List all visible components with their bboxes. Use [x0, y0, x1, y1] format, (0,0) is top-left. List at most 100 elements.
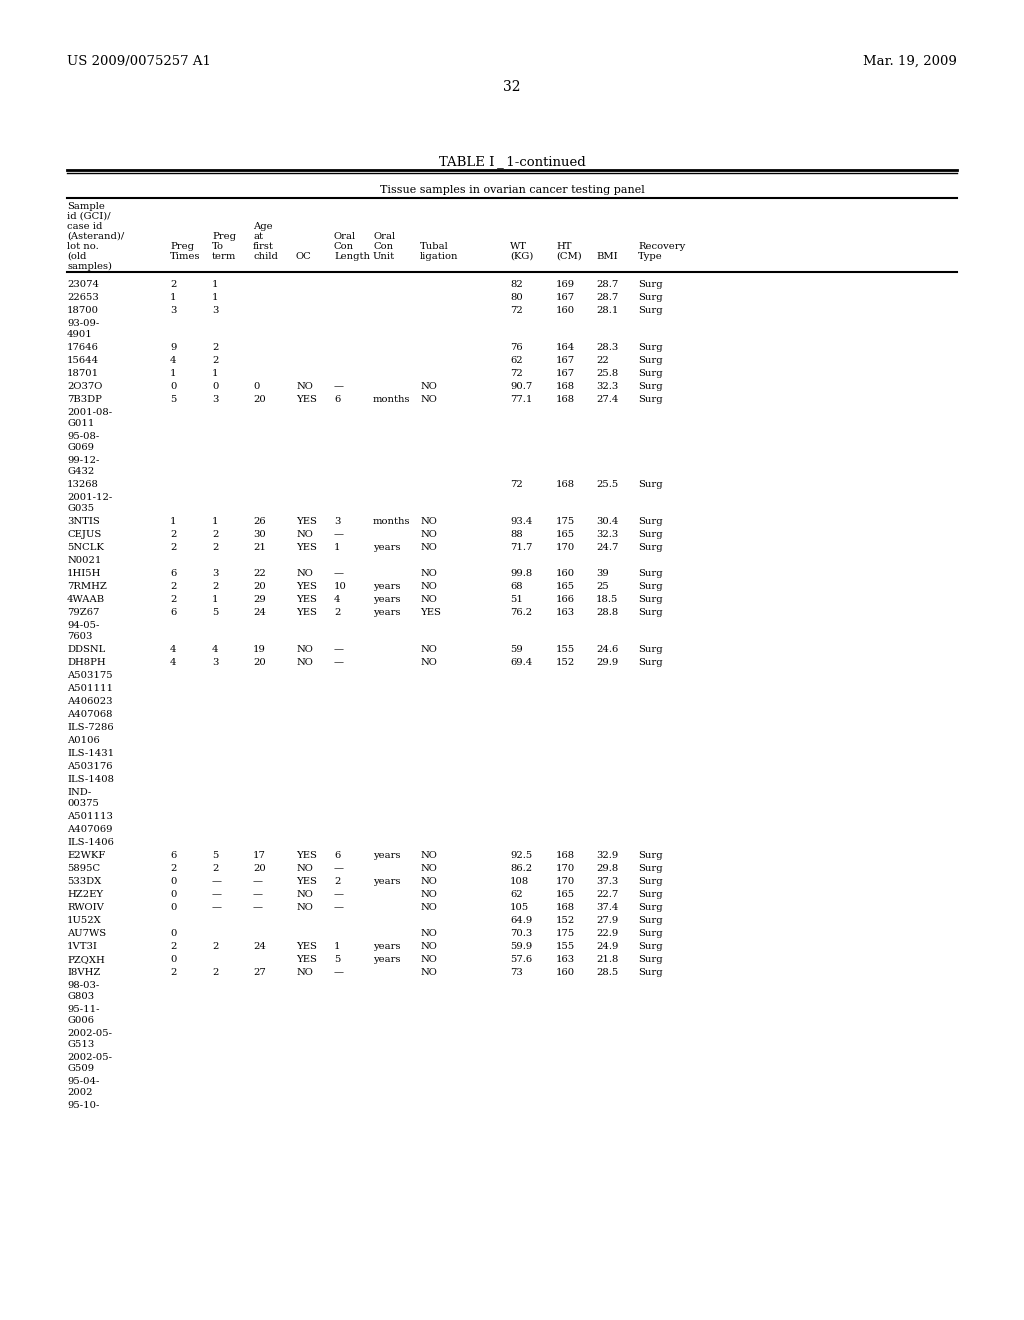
- Text: 155: 155: [556, 942, 575, 950]
- Text: months: months: [373, 517, 411, 525]
- Text: 152: 152: [556, 657, 575, 667]
- Text: 533DX: 533DX: [67, 876, 101, 886]
- Text: G006: G006: [67, 1016, 94, 1026]
- Text: Recovery: Recovery: [638, 242, 685, 251]
- Text: Surg: Surg: [638, 903, 663, 912]
- Text: NO: NO: [296, 968, 313, 977]
- Text: years: years: [373, 595, 400, 605]
- Text: IND-: IND-: [67, 788, 91, 797]
- Text: —: —: [334, 569, 344, 578]
- Text: 6: 6: [170, 609, 176, 616]
- Text: PZQXH: PZQXH: [67, 954, 104, 964]
- Text: A407069: A407069: [67, 825, 113, 834]
- Text: 152: 152: [556, 916, 575, 925]
- Text: 168: 168: [556, 381, 575, 391]
- Text: Surg: Surg: [638, 531, 663, 539]
- Text: G803: G803: [67, 993, 94, 1001]
- Text: A501113: A501113: [67, 812, 113, 821]
- Text: Surg: Surg: [638, 851, 663, 861]
- Text: 99.8: 99.8: [510, 569, 532, 578]
- Text: 160: 160: [556, 968, 575, 977]
- Text: 4WAAB: 4WAAB: [67, 595, 105, 605]
- Text: 165: 165: [556, 582, 575, 591]
- Text: 32.9: 32.9: [596, 851, 618, 861]
- Text: NO: NO: [420, 942, 437, 950]
- Text: 1: 1: [212, 370, 218, 378]
- Text: A407068: A407068: [67, 710, 113, 719]
- Text: YES: YES: [296, 395, 316, 404]
- Text: A503176: A503176: [67, 762, 113, 771]
- Text: 37.3: 37.3: [596, 876, 618, 886]
- Text: A503175: A503175: [67, 671, 113, 680]
- Text: 3: 3: [334, 517, 340, 525]
- Text: 3: 3: [212, 306, 218, 315]
- Text: lot no.: lot no.: [67, 242, 98, 251]
- Text: ILS-1431: ILS-1431: [67, 748, 114, 758]
- Text: —: —: [253, 903, 263, 912]
- Text: 1U52X: 1U52X: [67, 916, 101, 925]
- Text: 70.3: 70.3: [510, 929, 532, 939]
- Text: A501111: A501111: [67, 684, 113, 693]
- Text: 24.9: 24.9: [596, 942, 618, 950]
- Text: YES: YES: [296, 609, 316, 616]
- Text: To: To: [212, 242, 224, 251]
- Text: 28.5: 28.5: [596, 968, 618, 977]
- Text: CEJUS: CEJUS: [67, 531, 101, 539]
- Text: 27.9: 27.9: [596, 916, 618, 925]
- Text: Surg: Surg: [638, 954, 663, 964]
- Text: ILS-1406: ILS-1406: [67, 838, 114, 847]
- Text: first: first: [253, 242, 273, 251]
- Text: G432: G432: [67, 467, 94, 477]
- Text: 24.7: 24.7: [596, 543, 618, 552]
- Text: Con: Con: [373, 242, 393, 251]
- Text: 5: 5: [212, 609, 218, 616]
- Text: 167: 167: [556, 293, 575, 302]
- Text: Surg: Surg: [638, 657, 663, 667]
- Text: 57.6: 57.6: [510, 954, 532, 964]
- Text: 4: 4: [170, 356, 176, 366]
- Text: Surg: Surg: [638, 929, 663, 939]
- Text: 168: 168: [556, 480, 575, 488]
- Text: 94-05-: 94-05-: [67, 620, 99, 630]
- Text: 32: 32: [503, 81, 521, 94]
- Text: 6: 6: [170, 851, 176, 861]
- Text: A406023: A406023: [67, 697, 113, 706]
- Text: 165: 165: [556, 531, 575, 539]
- Text: NO: NO: [296, 903, 313, 912]
- Text: 28.1: 28.1: [596, 306, 618, 315]
- Text: AU7WS: AU7WS: [67, 929, 106, 939]
- Text: 28.7: 28.7: [596, 293, 618, 302]
- Text: 168: 168: [556, 903, 575, 912]
- Text: 4: 4: [212, 645, 218, 653]
- Text: ILS-1408: ILS-1408: [67, 775, 114, 784]
- Text: YES: YES: [296, 876, 316, 886]
- Text: G035: G035: [67, 504, 94, 513]
- Text: 39: 39: [596, 569, 608, 578]
- Text: YES: YES: [296, 582, 316, 591]
- Text: 4: 4: [170, 657, 176, 667]
- Text: 22653: 22653: [67, 293, 98, 302]
- Text: 29.9: 29.9: [596, 657, 618, 667]
- Text: 168: 168: [556, 851, 575, 861]
- Text: 2O37O: 2O37O: [67, 381, 102, 391]
- Text: 79Z67: 79Z67: [67, 609, 99, 616]
- Text: 1: 1: [212, 595, 218, 605]
- Text: 5895C: 5895C: [67, 865, 100, 873]
- Text: 00375: 00375: [67, 799, 99, 808]
- Text: 59.9: 59.9: [510, 942, 532, 950]
- Text: 2: 2: [170, 531, 176, 539]
- Text: Surg: Surg: [638, 968, 663, 977]
- Text: 37.4: 37.4: [596, 903, 618, 912]
- Text: 5NCLK: 5NCLK: [67, 543, 103, 552]
- Text: NO: NO: [420, 381, 437, 391]
- Text: —: —: [334, 865, 344, 873]
- Text: 160: 160: [556, 569, 575, 578]
- Text: Surg: Surg: [638, 876, 663, 886]
- Text: Preg: Preg: [170, 242, 194, 251]
- Text: Con: Con: [334, 242, 354, 251]
- Text: NO: NO: [296, 890, 313, 899]
- Text: —: —: [334, 968, 344, 977]
- Text: Tubal: Tubal: [420, 242, 449, 251]
- Text: 23074: 23074: [67, 280, 99, 289]
- Text: 62: 62: [510, 356, 522, 366]
